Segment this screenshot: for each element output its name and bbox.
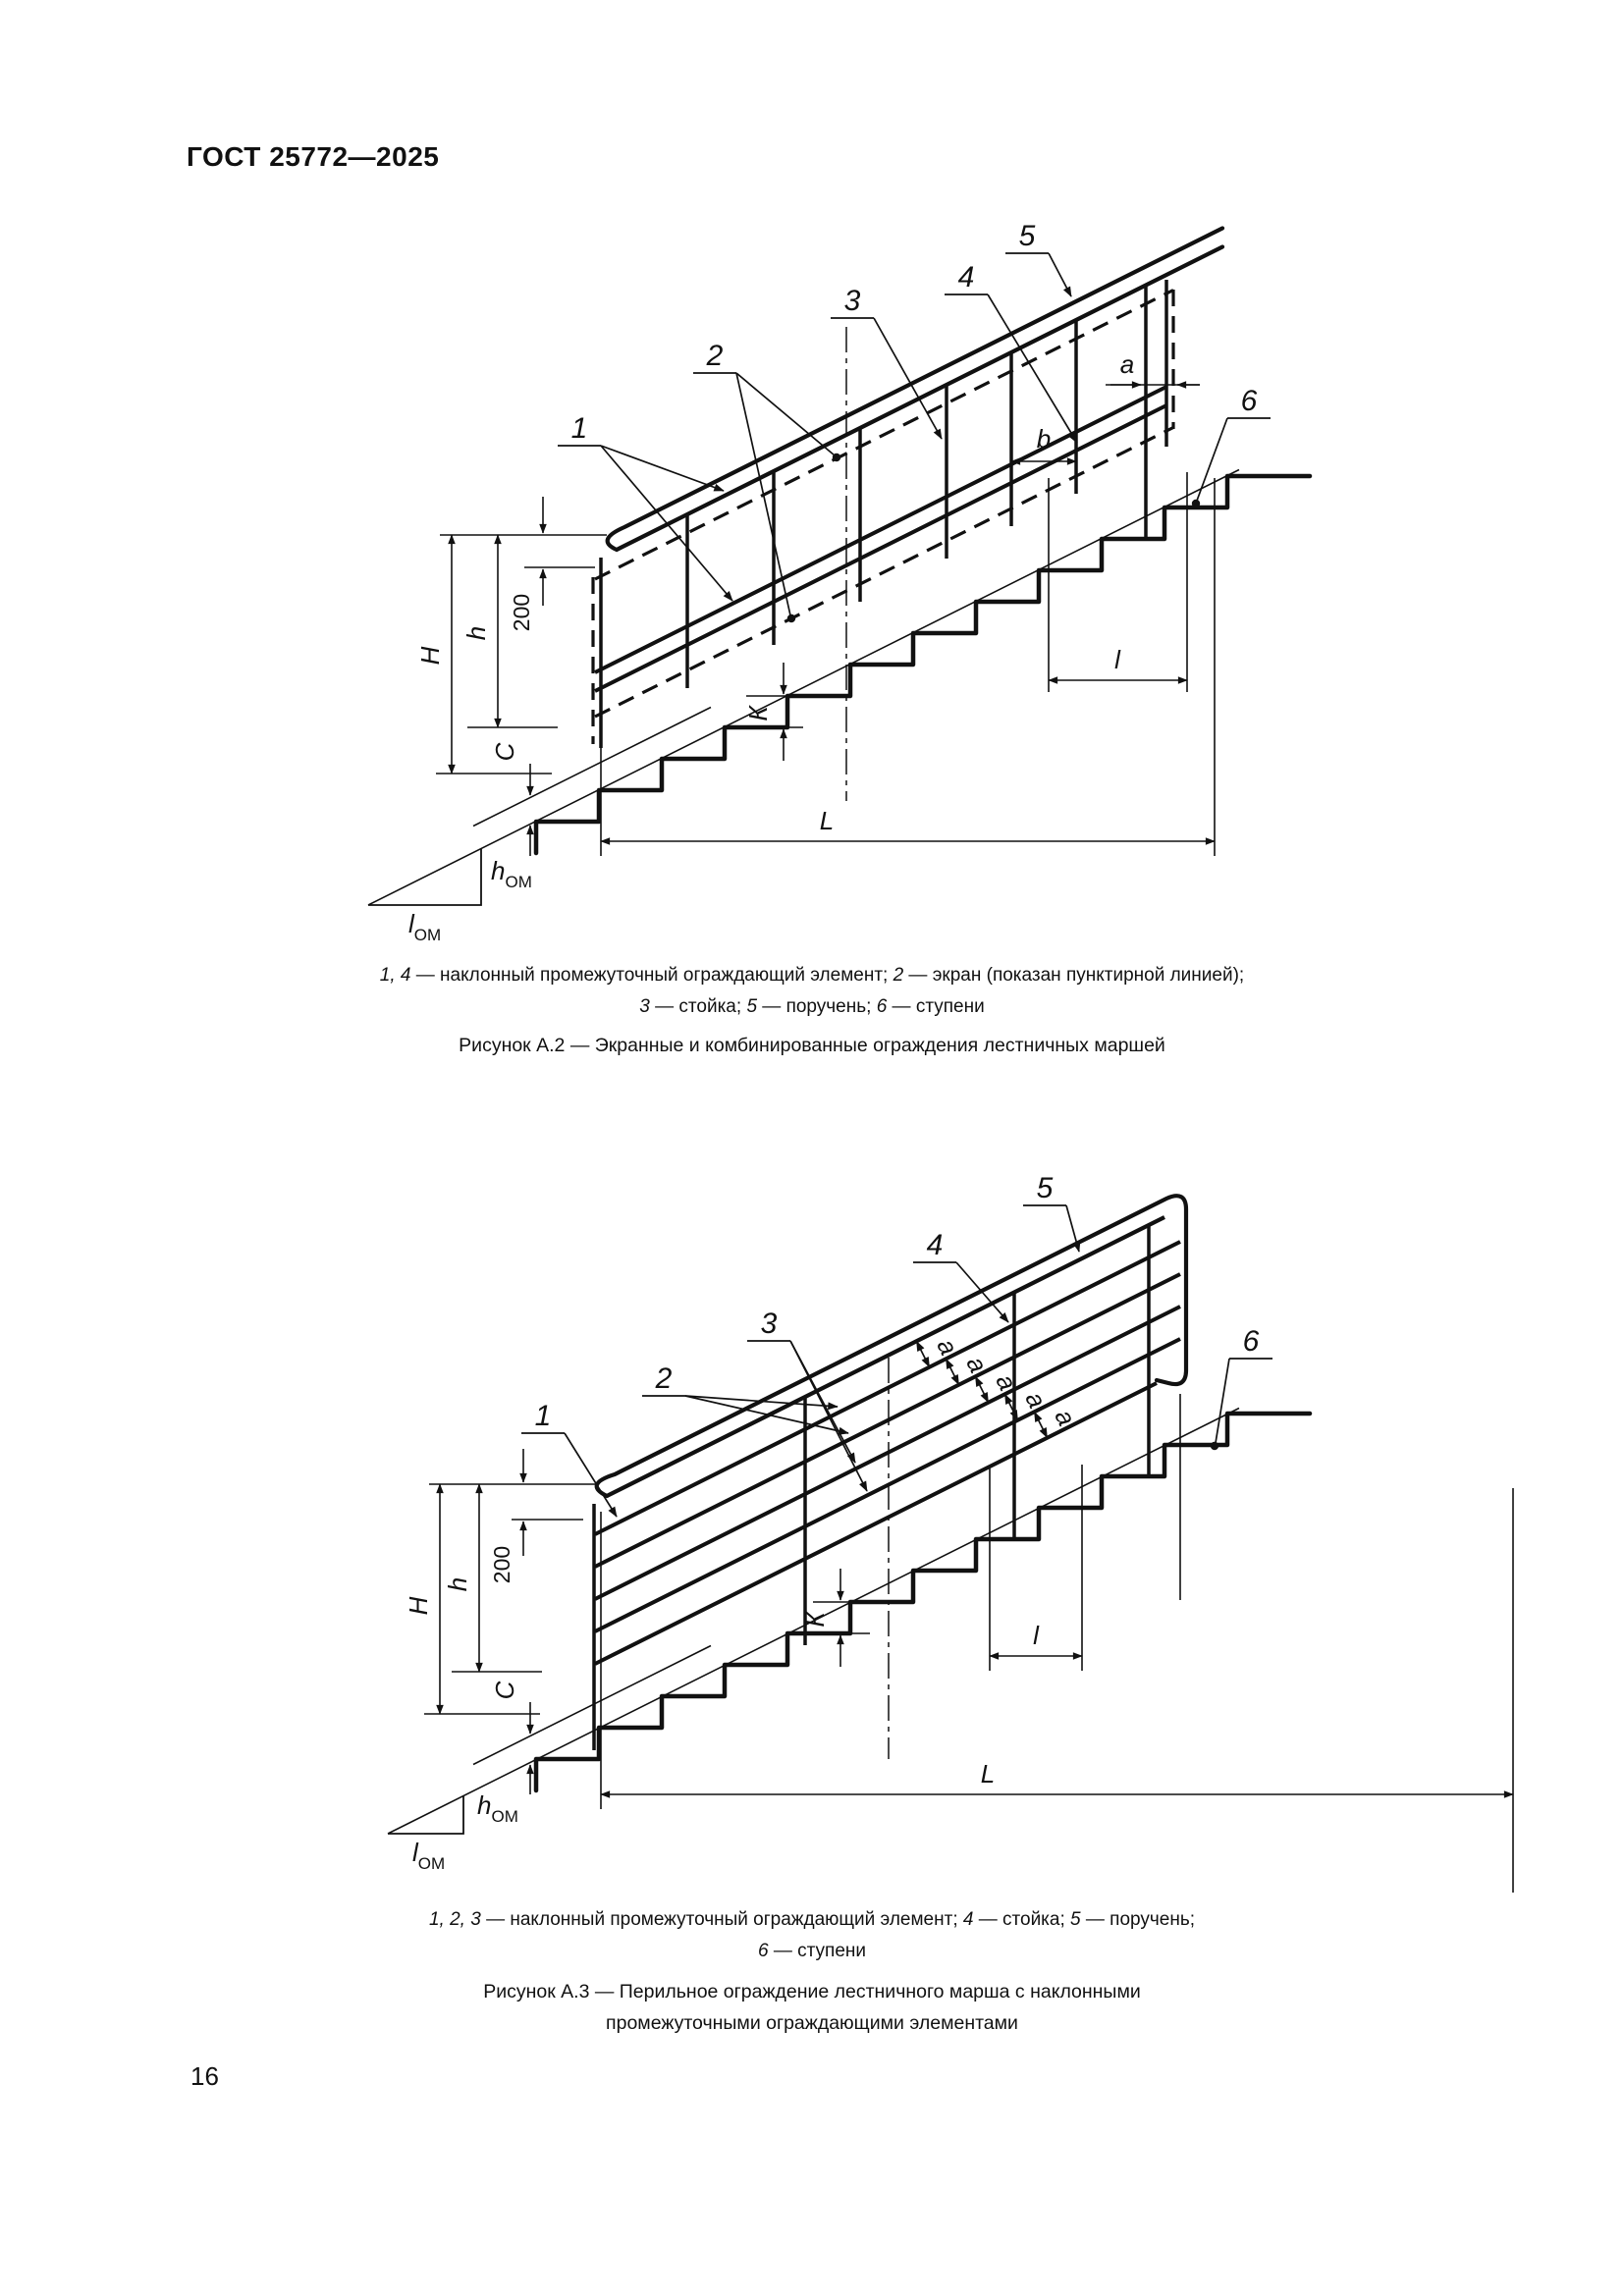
dim-K: К [743, 705, 773, 721]
l-om-label: lОМ [408, 909, 441, 944]
page-number: 16 [190, 2061, 219, 2091]
handrail [594, 1194, 1189, 1499]
dim-a: a [1120, 349, 1134, 379]
figure-a3-title-line1: Рисунок А.3 — Перильное ограждение лестн… [483, 1981, 1141, 2002]
dim-b: b [1037, 424, 1051, 454]
callout-6: 6 [1243, 1325, 1260, 1358]
figure-a2-legend-line2: 3 — стойка; 5 — поручень; 6 — ступени [639, 996, 985, 1017]
dim-h: h [461, 626, 491, 640]
callout-2: 2 [655, 1362, 673, 1395]
nosing-line [387, 1407, 1240, 1835]
gap-a-label: a [931, 1334, 963, 1361]
dim-H: H [415, 646, 445, 665]
railing-bottom-envelope-line [472, 1644, 712, 1766]
dim-200: 200 [489, 1546, 514, 1583]
callout-3: 3 [761, 1308, 778, 1340]
dim-l: l [1033, 1621, 1040, 1650]
stairs-profile [533, 473, 1313, 856]
gap-a-label: a [990, 1369, 1022, 1396]
dim-lines [424, 1449, 1514, 1893]
slope-triangle [368, 848, 482, 906]
callout-5: 5 [1019, 220, 1036, 252]
figure-a3-drawing: hОМ lОМ a [387, 1172, 1514, 1893]
figure-a3-legend-line2: 6 — ступени [757, 1941, 866, 1961]
dim-l: l [1114, 645, 1121, 674]
bottom-rail [594, 280, 1168, 693]
h-om-label: hОМ [477, 1790, 518, 1826]
callout-leaders [558, 252, 1271, 616]
gap-a-label: a [960, 1352, 993, 1378]
leader-dot [1210, 1441, 1219, 1451]
leader-dot [786, 614, 796, 623]
figure-a3-title-line2: промежуточными ограждающими элементами [606, 2012, 1018, 2034]
callout-leaders [521, 1204, 1272, 1518]
nosing-line [367, 468, 1240, 906]
leader-dot [1191, 499, 1201, 508]
callout-3: 3 [844, 285, 861, 317]
l-om-label: lОМ [412, 1838, 445, 1873]
callout-4: 4 [927, 1229, 944, 1261]
leader-dot [832, 453, 841, 462]
posts [592, 1225, 1151, 1750]
rail-gap-arrows [915, 1340, 1049, 1439]
dim-L: L [981, 1759, 995, 1789]
handrail [605, 226, 1225, 553]
standard-number: ГОСТ 25772—2025 [187, 141, 440, 172]
dim-C: С [490, 742, 519, 761]
gap-a-label: a [1019, 1387, 1052, 1414]
figure-a2-title: Рисунок А.2 — Экранные и комбинированные… [459, 1035, 1165, 1056]
callout-2: 2 [706, 340, 724, 372]
slope-triangle [388, 1795, 464, 1835]
dim-C: С [490, 1681, 519, 1699]
railing-bottom-envelope-line [472, 706, 712, 828]
callout-1: 1 [571, 412, 588, 445]
dim-200: 200 [509, 594, 534, 631]
dim-h: h [443, 1577, 472, 1591]
dim-H: H [404, 1596, 433, 1615]
callout-1: 1 [535, 1400, 552, 1432]
dim-K: К [800, 1611, 830, 1628]
gap-a-label: a [1049, 1405, 1081, 1431]
h-om-label: hОМ [491, 856, 532, 891]
callout-5: 5 [1037, 1172, 1054, 1204]
stairs-profile [533, 1411, 1313, 1793]
figure-a3-legend-line1: 1, 2, 3 — наклонный промежуточный огражд… [428, 1909, 1196, 1930]
figure-a2-legend-line1: 1, 4 — наклонный промежуточный ограждающ… [379, 965, 1245, 986]
callout-4: 4 [958, 261, 975, 294]
inclined-rails [594, 1240, 1181, 1666]
callout-6: 6 [1241, 385, 1258, 417]
figure-a2-drawing: hОМ lОМ [367, 220, 1313, 944]
dim-L: L [820, 806, 834, 835]
dim-lines [436, 381, 1216, 856]
handrail-lower-line [606, 1215, 1165, 1498]
